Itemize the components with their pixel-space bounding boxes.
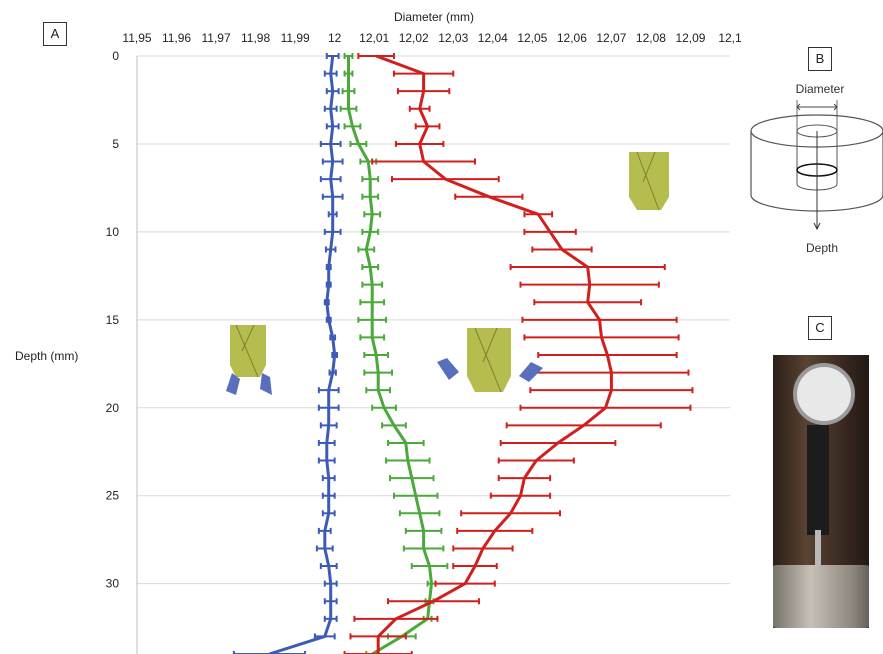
drill-with-inserts-icon	[437, 327, 543, 393]
y-tick-label: 20	[106, 401, 120, 415]
x-tick-label: 12,06	[557, 31, 587, 45]
y-tick-label: 30	[106, 577, 120, 591]
x-tick-label: 11,97	[201, 31, 230, 45]
bore-gauge-photo	[773, 355, 869, 628]
x-tick-label: 12,05	[517, 31, 547, 45]
y-tick-label: 15	[106, 313, 120, 327]
x-tick-label: 12,08	[636, 31, 666, 45]
series-line	[375, 54, 613, 654]
drill-bit-icon	[629, 151, 669, 211]
x-axis-title: Diameter (mm)	[394, 10, 474, 24]
x-tick-label: 12,03	[438, 31, 468, 45]
axis-ticks: 0 5 10 15 20 25 30 11,95 11,96 11,97 11,98 11,99 12 1…	[106, 31, 742, 654]
y-tick-label: 0	[112, 49, 119, 63]
x-tick-label: 11,98	[241, 31, 270, 45]
bore-diagram: Diameter Depth	[750, 82, 883, 255]
series-line	[268, 55, 337, 654]
x-tick-label: 11,95	[122, 31, 151, 45]
depth-label: Depth	[806, 241, 838, 255]
x-tick-label: 12	[328, 31, 342, 45]
panel-label-b: B	[808, 47, 832, 71]
x-tick-label: 12,09	[675, 31, 705, 45]
series-line	[347, 56, 433, 654]
x-tick-label: 12,04	[478, 31, 508, 45]
drill-with-inserts-icon	[226, 324, 272, 395]
x-tick-label: 12,1	[718, 31, 742, 45]
series-0	[232, 53, 344, 654]
y-tick-label: 5	[112, 137, 119, 151]
y-tick-label: 10	[106, 225, 120, 239]
x-tick-label: 12,01	[359, 31, 389, 45]
y-tick-label: 25	[106, 489, 120, 503]
panel-label-a: A	[43, 22, 67, 46]
x-tick-label: 12,07	[596, 31, 626, 45]
series-2	[343, 53, 694, 654]
x-tick-label: 11,96	[162, 31, 191, 45]
x-tick-label: 12,02	[399, 31, 429, 45]
series-1	[339, 53, 449, 654]
panel-label-c: C	[808, 316, 832, 340]
x-tick-label: 11,99	[281, 31, 310, 45]
y-axis-title: Depth (mm)	[15, 349, 78, 363]
diameter-label: Diameter	[796, 82, 845, 96]
data-series	[232, 53, 694, 654]
